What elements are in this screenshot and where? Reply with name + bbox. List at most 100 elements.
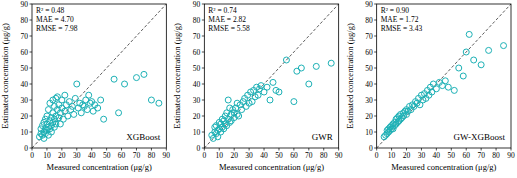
x-axis-label: Measured concentration (μg/g) bbox=[47, 162, 152, 172]
y-tick-label: 0 bbox=[24, 144, 28, 153]
y-tick-label: 90 bbox=[193, 0, 201, 9]
x-tick-label: 50 bbox=[448, 151, 456, 160]
y-tick-label: 70 bbox=[365, 32, 373, 41]
x-tick-label: 80 bbox=[148, 151, 156, 160]
y-tick-label: 90 bbox=[365, 0, 373, 9]
point bbox=[71, 111, 77, 117]
frame bbox=[204, 4, 338, 148]
x-tick-label: 30 bbox=[418, 151, 426, 160]
panel: 01020304050607080900102030405060708090R²… bbox=[345, 0, 515, 172]
point bbox=[466, 31, 472, 37]
point bbox=[255, 92, 261, 98]
panel-title: XGBoost bbox=[126, 132, 161, 142]
point bbox=[98, 97, 104, 103]
point bbox=[471, 57, 477, 63]
point bbox=[463, 49, 469, 55]
point bbox=[313, 63, 319, 69]
y-tick-label: 70 bbox=[21, 32, 29, 41]
point bbox=[148, 97, 154, 103]
point bbox=[270, 79, 276, 85]
y-tick-label: 60 bbox=[365, 48, 373, 57]
annotation: R² = 0.90 bbox=[381, 6, 410, 15]
point bbox=[456, 65, 462, 71]
x-tick-label: 80 bbox=[320, 151, 328, 160]
x-axis-label: Measured concentration (μg/g) bbox=[391, 162, 496, 172]
y-tick-label: 0 bbox=[369, 144, 373, 153]
y-tick-label: 80 bbox=[193, 16, 201, 25]
point bbox=[501, 43, 507, 49]
point bbox=[227, 119, 233, 125]
annotation: MAE = 1.72 bbox=[381, 15, 419, 24]
point bbox=[442, 78, 448, 84]
y-tick-label: 60 bbox=[21, 48, 29, 57]
panel: 01020304050607080900102030405060708090R²… bbox=[0, 0, 170, 172]
x-tick-label: 40 bbox=[88, 151, 96, 160]
y-tick-label: 60 bbox=[193, 48, 201, 57]
frame bbox=[377, 4, 511, 148]
point bbox=[234, 111, 240, 117]
x-tick-label: 0 bbox=[202, 151, 206, 160]
plot-area bbox=[204, 4, 338, 148]
point bbox=[95, 105, 101, 111]
y-tick-label: 40 bbox=[193, 80, 201, 89]
y-axis-label: Estimated concentration (μg/g) bbox=[172, 23, 182, 129]
point bbox=[141, 71, 147, 77]
x-tick-label: 0 bbox=[375, 151, 379, 160]
point bbox=[258, 83, 264, 89]
x-tick-label: 70 bbox=[133, 151, 141, 160]
y-axis-label: Estimated concentration (μg/g) bbox=[345, 23, 355, 129]
x-tick-label: 70 bbox=[477, 151, 485, 160]
y-tick-label: 30 bbox=[365, 96, 373, 105]
annotation: RMSE = 3.43 bbox=[381, 24, 423, 33]
x-tick-label: 40 bbox=[260, 151, 268, 160]
x-tick-label: 20 bbox=[403, 151, 411, 160]
point bbox=[69, 103, 75, 109]
one-to-one-line bbox=[204, 4, 338, 148]
x-tick-label: 10 bbox=[43, 151, 51, 160]
y-tick-label: 70 bbox=[193, 32, 201, 41]
point bbox=[116, 110, 122, 116]
y-tick-label: 80 bbox=[21, 16, 29, 25]
x-tick-label: 40 bbox=[433, 151, 441, 160]
point bbox=[486, 47, 492, 53]
point bbox=[236, 113, 242, 119]
point bbox=[84, 107, 90, 113]
panel-title: GWR bbox=[312, 132, 333, 142]
point bbox=[264, 84, 270, 90]
point bbox=[267, 97, 273, 103]
one-to-one-line bbox=[377, 4, 511, 148]
y-tick-label: 10 bbox=[21, 128, 29, 137]
y-tick-label: 10 bbox=[193, 128, 201, 137]
point bbox=[276, 89, 282, 95]
point bbox=[291, 99, 297, 105]
annotation: MAE = 4.70 bbox=[36, 15, 74, 24]
point bbox=[225, 97, 231, 103]
point bbox=[478, 62, 484, 68]
x-tick-label: 20 bbox=[230, 151, 238, 160]
y-tick-label: 50 bbox=[193, 64, 201, 73]
y-tick-label: 0 bbox=[197, 144, 201, 153]
point bbox=[460, 73, 466, 79]
point bbox=[74, 81, 80, 87]
point bbox=[62, 92, 68, 98]
x-tick-label: 60 bbox=[290, 151, 298, 160]
annotation: R² = 0.74 bbox=[208, 6, 237, 15]
point bbox=[433, 86, 439, 92]
x-tick-label: 60 bbox=[118, 151, 126, 160]
y-tick-label: 40 bbox=[21, 80, 29, 89]
annotation: R² = 0.48 bbox=[36, 6, 65, 15]
point bbox=[306, 81, 312, 87]
x-tick-label: 30 bbox=[73, 151, 81, 160]
panel-title: GW-XGBoost bbox=[454, 132, 506, 142]
point bbox=[53, 95, 59, 101]
point bbox=[156, 100, 162, 106]
y-tick-label: 20 bbox=[193, 112, 201, 121]
x-tick-label: 90 bbox=[163, 151, 171, 160]
point bbox=[78, 110, 84, 116]
y-tick-label: 50 bbox=[365, 64, 373, 73]
annotation: MAE = 2.82 bbox=[208, 15, 246, 24]
x-tick-label: 10 bbox=[216, 151, 224, 160]
panel: 01020304050607080900102030405060708090R²… bbox=[172, 0, 342, 172]
x-tick-label: 30 bbox=[245, 151, 253, 160]
x-tick-label: 70 bbox=[305, 151, 313, 160]
